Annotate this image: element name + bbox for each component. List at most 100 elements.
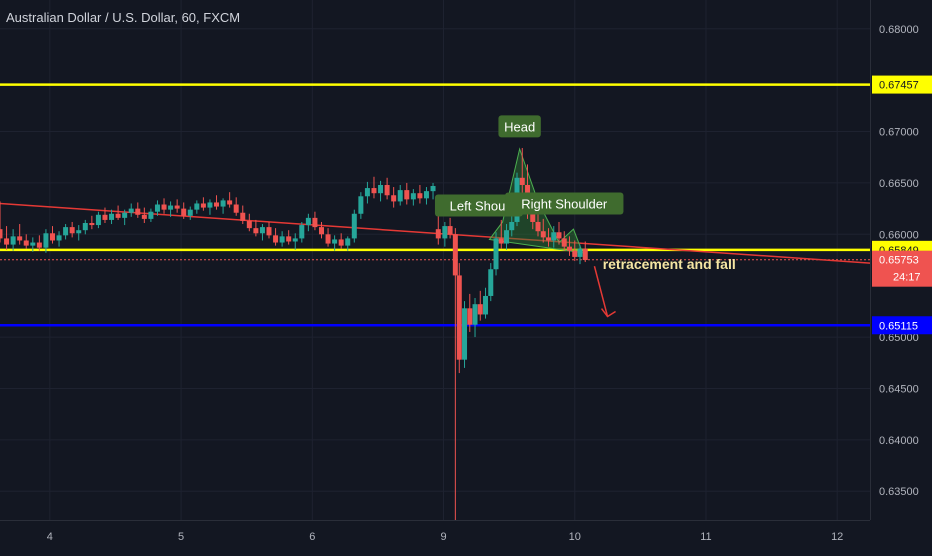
- candle-down: [452, 228, 458, 520]
- candle-down: [246, 213, 252, 232]
- price-label-text-blue-support: 0.65115: [879, 320, 918, 332]
- candle-down: [447, 217, 453, 239]
- candle-down: [0, 201, 3, 243]
- candle-body: [338, 239, 344, 246]
- candle-up: [10, 229, 16, 251]
- candle-body: [240, 212, 246, 221]
- candle-down: [417, 184, 423, 204]
- candle-body: [498, 238, 504, 244]
- candle-body: [519, 177, 525, 185]
- candle-down: [582, 241, 588, 263]
- candle-body: [273, 235, 279, 243]
- candle-up: [95, 211, 101, 229]
- candle-body: [305, 217, 311, 226]
- candle-body: [82, 223, 88, 231]
- candle-down: [556, 221, 562, 245]
- candle-body: [462, 308, 468, 360]
- candle-body: [417, 193, 423, 199]
- candle-up: [423, 187, 429, 205]
- chart-plot-area[interactable]: Head Left Shoul Right Shoulder retracement …: [0, 0, 871, 520]
- candle-body: [168, 205, 174, 210]
- candle-down: [325, 228, 331, 247]
- candle-up: [364, 181, 370, 204]
- candle-down: [4, 226, 10, 250]
- candle-body: [286, 236, 292, 242]
- candles: [0, 147, 588, 520]
- candle-up: [82, 219, 88, 235]
- candlestick-plot[interactable]: Head Left Shoul Right Shoulder retracement …: [0, 0, 871, 520]
- candle-body: [358, 196, 364, 214]
- candle-body: [299, 225, 305, 239]
- candle-body: [371, 188, 377, 194]
- candle-up: [187, 206, 193, 220]
- candle-body: [246, 220, 252, 229]
- candle-down: [467, 293, 473, 332]
- candle-body: [556, 232, 562, 239]
- price-tick-label: 0.63500: [879, 486, 919, 498]
- annotations: Head Left Shoul Right Shoulder retracement …: [434, 115, 736, 318]
- candle-down: [384, 177, 390, 200]
- candle-body: [69, 227, 75, 234]
- candle-body: [477, 304, 483, 315]
- candle-body: [561, 238, 567, 247]
- time-tick-label: 4: [47, 531, 53, 543]
- candle-body: [10, 236, 16, 245]
- price-label-blue-support: [872, 316, 932, 335]
- candle-up: [410, 189, 416, 206]
- annotation-head: Head: [498, 115, 541, 138]
- candle-body: [364, 188, 370, 197]
- candle-body: [253, 228, 259, 234]
- price-label-text-yellow-upper: 0.67457: [879, 80, 919, 92]
- annotation-text: Head: [504, 119, 535, 134]
- candle-body: [49, 233, 55, 241]
- candle-up: [259, 224, 265, 241]
- candle-body: [572, 250, 578, 257]
- candle-body: [279, 236, 285, 243]
- candle-up: [43, 229, 49, 253]
- candle-up: [378, 180, 384, 202]
- candle-down: [214, 195, 220, 210]
- price-axis[interactable]: 0.68000 0.67000 0.66500 0.66000 0.65000 0.645…: [870, 0, 932, 520]
- time-tick-label: 9: [440, 531, 446, 543]
- price-tick-label: 0.64500: [879, 383, 919, 395]
- candle-up: [351, 209, 357, 243]
- candle-up: [551, 226, 557, 248]
- candle-up: [504, 224, 510, 250]
- candle-down: [174, 199, 180, 213]
- candle-body: [154, 204, 160, 212]
- candle-down: [49, 226, 55, 244]
- candle-body: [452, 234, 458, 276]
- candle-down: [477, 290, 483, 321]
- candle-body: [135, 208, 141, 215]
- candle-up: [292, 233, 298, 250]
- candle-body: [233, 204, 239, 213]
- candle-up: [299, 221, 305, 243]
- candle-body: [351, 213, 357, 239]
- candle-down: [312, 211, 318, 231]
- candle-body: [43, 233, 49, 248]
- candle-body: [227, 200, 233, 205]
- annotation-left-shoulder: Left Shoul: [434, 194, 523, 217]
- candle-up: [442, 221, 448, 247]
- candle-down: [546, 228, 552, 247]
- candle-up: [30, 237, 36, 252]
- candle-body: [530, 211, 536, 222]
- time-tick-label: 6: [309, 531, 315, 543]
- annotation-box: [498, 115, 541, 138]
- time-tick-label: 5: [178, 531, 184, 543]
- candle-up: [207, 199, 213, 215]
- candle-up: [76, 225, 82, 241]
- candle-body: [4, 238, 10, 245]
- candle-body: [122, 212, 128, 218]
- candle-body: [102, 214, 108, 220]
- annotation-text: Right Shoulder: [521, 196, 608, 211]
- candle-down: [318, 221, 324, 239]
- current-price-text: 0.65753: [879, 255, 919, 267]
- time-axis[interactable]: 4 5 6 9 10 11 12: [0, 520, 870, 551]
- candle-body: [423, 191, 429, 199]
- candle-body: [384, 184, 390, 196]
- candle-up: [483, 287, 489, 319]
- candle-body: [345, 238, 351, 246]
- candle-up: [279, 231, 285, 247]
- candle-body: [292, 238, 298, 242]
